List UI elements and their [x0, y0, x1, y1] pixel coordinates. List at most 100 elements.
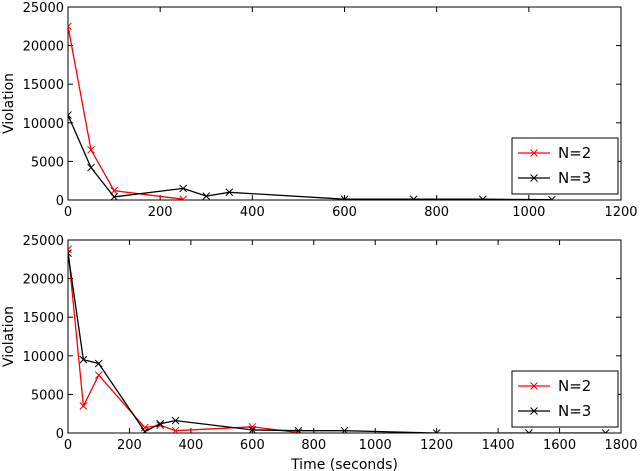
data-point	[87, 145, 95, 154]
x-tick-label: 800	[424, 205, 449, 220]
data-point	[248, 426, 257, 433]
marker-stroke	[68, 248, 72, 254]
marker-stroke	[68, 111, 72, 116]
marker-stroke	[248, 426, 257, 433]
series-line-n-2	[68, 26, 184, 200]
y-tick-label: 0	[56, 194, 64, 209]
marker-stroke	[295, 426, 303, 433]
data-point	[294, 426, 303, 433]
y-tick-label: 10000	[23, 117, 64, 132]
data-point	[179, 195, 188, 200]
data-point	[478, 195, 487, 200]
marker-stroke	[156, 419, 165, 428]
x-tick-label: 200	[117, 438, 142, 453]
marker-stroke	[94, 359, 103, 368]
series-layer	[68, 245, 610, 433]
data-point	[94, 359, 103, 368]
x-tick-label: 400	[178, 438, 203, 453]
data-point	[171, 426, 180, 433]
marker-stroke	[528, 429, 533, 433]
marker-stroke	[412, 195, 418, 200]
data-point	[548, 195, 556, 200]
marker-stroke	[171, 416, 180, 425]
data-point	[68, 111, 72, 119]
marker-stroke	[530, 407, 538, 415]
chart-panel-2: 0 200 400 600 800 1000 1200 1400 1600 1800 0 5000 10…	[1, 234, 638, 471]
x-tick-label: 1200	[420, 438, 453, 453]
marker-stroke	[481, 195, 487, 200]
y-tick-label: 0	[56, 427, 64, 442]
data-point	[601, 429, 610, 433]
legend-swatch-marker	[530, 149, 538, 157]
y-axis-label: Violation	[1, 306, 17, 367]
x-tick-label: 0	[64, 205, 72, 220]
x-tick-label: 1000	[512, 205, 545, 220]
marker-stroke	[110, 193, 118, 200]
chart-panel-1: 0 200 400 600 800 1000 1200 0 5000 10000 15000 2000…	[1, 1, 638, 220]
marker-stroke	[530, 382, 538, 390]
marker-stroke	[68, 245, 72, 250]
x-tick-label: 400	[240, 205, 265, 220]
series-line-n-3	[68, 114, 552, 200]
x-tick-label: 1200	[604, 205, 637, 220]
marker-stroke	[172, 426, 180, 433]
marker-stroke	[79, 402, 88, 410]
legend: N=2N=3	[511, 137, 619, 195]
marker-stroke	[68, 22, 72, 28]
marker-stroke	[435, 429, 441, 433]
marker-stroke	[604, 429, 610, 433]
marker-stroke	[341, 426, 349, 433]
data-point	[409, 195, 418, 200]
marker-stroke	[94, 371, 103, 379]
marker-stroke	[343, 195, 349, 200]
y-tick-label: 15000	[23, 78, 64, 93]
data-point	[179, 184, 188, 193]
data-point	[110, 193, 118, 200]
marker-stroke	[79, 355, 88, 364]
data-point	[202, 192, 211, 200]
marker-stroke	[68, 252, 72, 257]
y-tick-label: 5000	[31, 388, 64, 403]
series-line-n-3	[68, 253, 606, 433]
legend-swatch-marker	[530, 174, 538, 182]
marker-stroke	[432, 429, 438, 433]
x-tick-label: 600	[240, 438, 265, 453]
x-tick-label: 1000	[359, 438, 392, 453]
series-layer	[68, 22, 556, 200]
data-point	[171, 416, 180, 425]
legend-swatch-marker	[530, 407, 538, 415]
x-tick-label: 0	[64, 438, 72, 453]
y-tick-label: 15000	[23, 311, 64, 326]
y-tick-label: 25000	[23, 234, 64, 249]
y-tick-label: 20000	[23, 273, 64, 288]
legend-label: N=3	[558, 169, 591, 187]
data-point	[524, 429, 533, 433]
plot-area	[67, 239, 622, 434]
marker-stroke	[87, 145, 95, 154]
marker-stroke	[550, 195, 556, 200]
series-line-n-2	[68, 249, 299, 433]
legend-box	[511, 137, 619, 195]
y-tick-label: 10000	[23, 350, 64, 365]
x-tick-label: 1600	[543, 438, 576, 453]
data-point	[68, 245, 72, 254]
marker-stroke	[225, 188, 234, 197]
x-tick-label: 1400	[482, 438, 515, 453]
marker-stroke	[181, 195, 188, 200]
legend-label: N=3	[558, 402, 591, 420]
data-point	[79, 355, 88, 364]
legend: N=2N=3	[511, 370, 619, 428]
data-point	[225, 188, 234, 197]
marker-stroke	[87, 163, 95, 172]
marker-stroke	[142, 427, 149, 433]
y-tick-label: 25000	[23, 1, 64, 16]
marker-stroke	[68, 114, 72, 119]
marker-stroke	[530, 149, 538, 157]
x-tick-label: 1800	[604, 438, 637, 453]
y-axis-label: Violation	[1, 73, 17, 134]
data-point	[432, 429, 441, 433]
legend-box	[511, 370, 619, 428]
x-tick-label: 800	[301, 438, 326, 453]
data-point	[140, 427, 149, 433]
